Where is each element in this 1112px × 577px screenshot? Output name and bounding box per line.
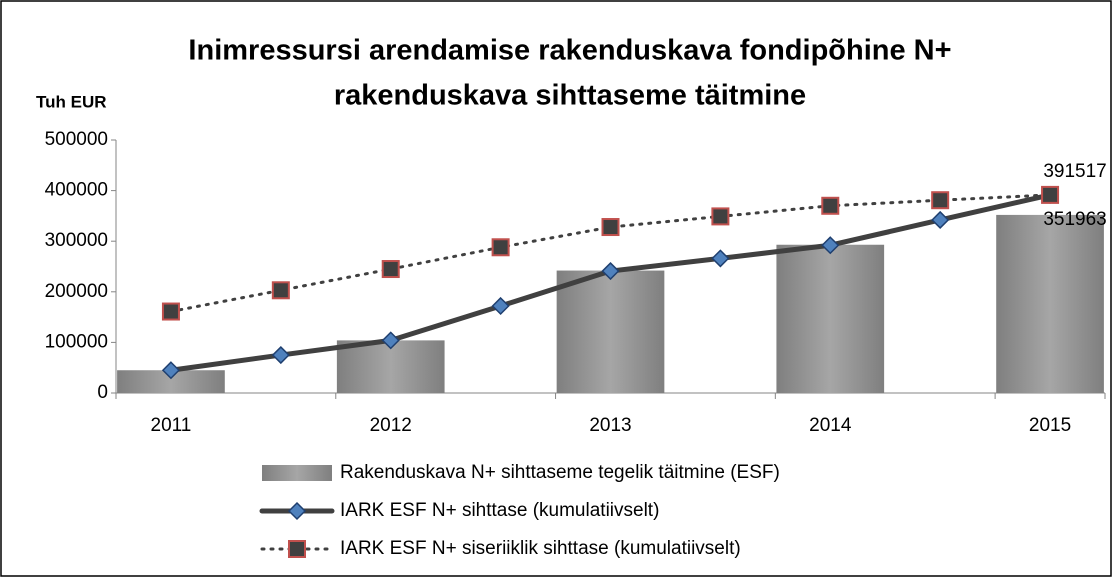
x-tick-label: 2011 — [151, 415, 192, 436]
legend-marker — [288, 540, 306, 558]
marker — [491, 296, 510, 316]
y-tick-label: 400000 — [45, 180, 108, 201]
marker — [601, 261, 620, 281]
marker — [491, 238, 510, 257]
marker — [271, 281, 290, 300]
marker — [381, 260, 400, 279]
x-tick-label: 2014 — [809, 415, 852, 436]
legend-marker — [287, 501, 307, 521]
y-tick-label: 200000 — [45, 281, 108, 302]
marker — [381, 331, 400, 350]
marker — [821, 236, 840, 255]
x-tick-label: 2015 — [1029, 415, 1071, 436]
marker — [711, 249, 730, 268]
marker — [601, 218, 620, 237]
marker — [271, 345, 290, 365]
y-axis-label: Tuh EUR — [36, 92, 107, 111]
legend-label: Rakenduskava N+ sihttaseme tegelik täitm… — [340, 462, 780, 483]
bar — [556, 270, 665, 393]
legend-swatch — [262, 465, 332, 481]
marker — [161, 361, 181, 380]
marker — [821, 196, 840, 215]
data-label: 351963 — [1043, 209, 1106, 230]
y-tick-label: 500000 — [45, 129, 108, 150]
bar — [996, 214, 1104, 393]
x-tick-label: 2013 — [589, 415, 631, 436]
y-tick-label: 0 — [97, 382, 108, 403]
marker — [161, 302, 180, 321]
chart-title: Inimressursi arendamise rakenduskava fon… — [188, 35, 951, 67]
y-tick-label: 300000 — [45, 230, 108, 251]
bar — [117, 370, 225, 393]
bar — [776, 244, 885, 393]
chart-title: rakenduskava sihttaseme täitmine — [334, 80, 806, 112]
x-tick-label: 2012 — [370, 415, 412, 436]
marker — [1041, 185, 1060, 204]
y-tick-label: 100000 — [45, 331, 108, 352]
marker — [931, 210, 950, 230]
marker — [931, 191, 950, 210]
marker — [711, 207, 730, 226]
data-label: 391517 — [1043, 161, 1106, 182]
legend-label: IARK ESF N+ siseriiklik sihttase (kumula… — [340, 538, 741, 559]
legend-label: IARK ESF N+ sihttase (kumulatiivselt) — [340, 500, 659, 521]
